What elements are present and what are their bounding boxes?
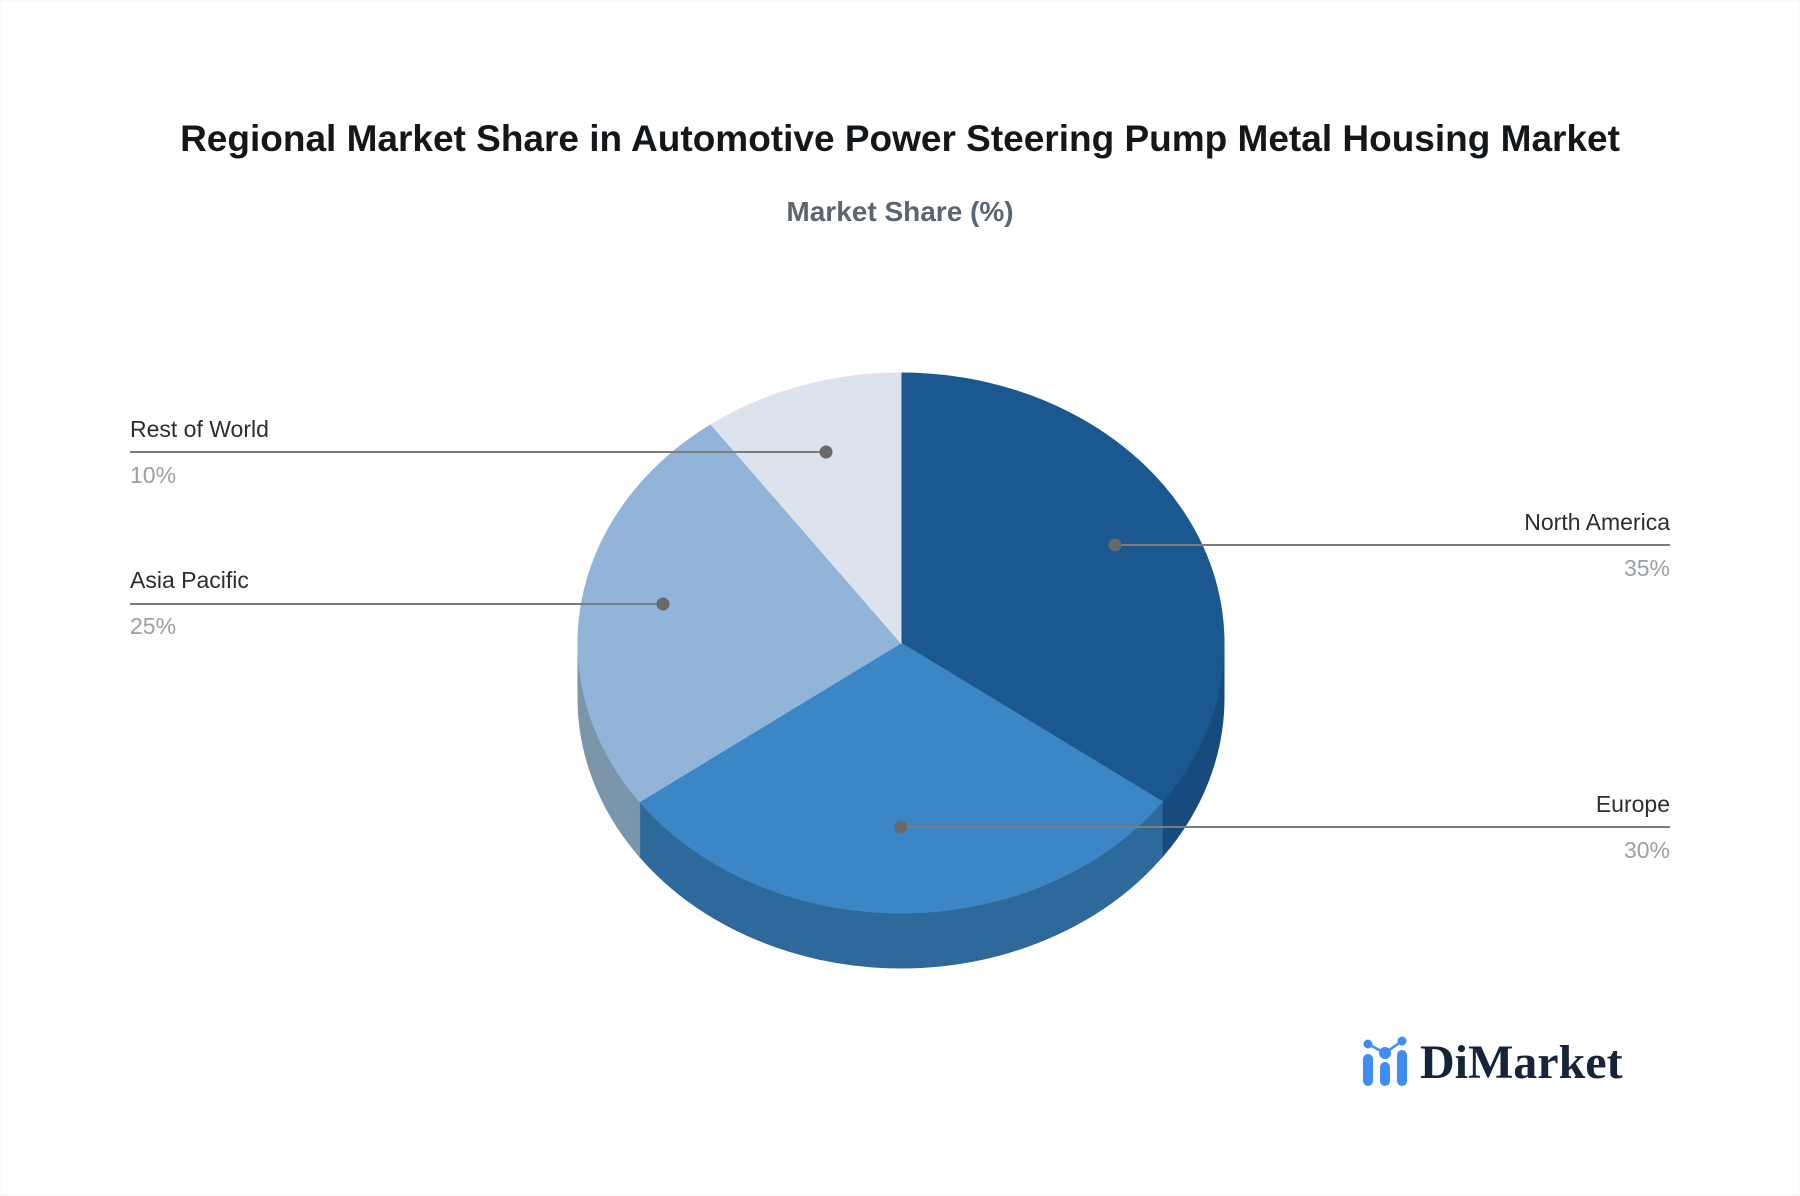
brand-logo-text: DiMarket: [1420, 1036, 1623, 1089]
logo-bar-right: [1397, 1050, 1407, 1086]
callout-lines: [130, 451, 1670, 828]
callout-dot-north-america: [1108, 538, 1122, 552]
slice-label-europe: Europe: [1595, 791, 1670, 817]
pie-slices: [577, 372, 1225, 969]
callout-dots: [656, 445, 1122, 834]
logo-dot-middle: [1379, 1047, 1391, 1059]
logo-dot-left: [1363, 1039, 1373, 1049]
brand-logo: DiMarket: [1362, 1036, 1623, 1088]
slice-percent-europe: 30%: [1623, 837, 1670, 863]
bar-chart-logo-icon: [1363, 1036, 1407, 1086]
slice-percent-north-america: 35%: [1623, 555, 1670, 581]
slice-percent-asia-pacific: 25%: [130, 613, 177, 639]
pie-slice-europe: [638, 642, 1164, 914]
slice-label-rest-of-world: Rest of World: [130, 416, 269, 442]
logo-bar-middle: [1380, 1062, 1390, 1086]
slice-label-north-america: North America: [1524, 509, 1670, 535]
logo-dot-right: [1397, 1036, 1407, 1046]
pie-slice-asia-pacific: [577, 423, 902, 803]
callout-dot-rest-of-world: [819, 445, 833, 459]
callout-dot-asia-pacific: [656, 597, 670, 611]
logo-bar-left: [1363, 1054, 1373, 1086]
slice-percent-rest-of-world: 10%: [130, 462, 177, 488]
chart-title: Regional Market Share in Automotive Powe…: [180, 118, 1620, 159]
pie-slice-north-america: [900, 372, 1225, 803]
chart-subtitle: Market Share (%): [786, 196, 1014, 227]
pie-slice-rest-of-world: [710, 372, 902, 645]
slice-label-asia-pacific: Asia Pacific: [130, 567, 249, 593]
callout-dot-europe: [894, 820, 908, 834]
